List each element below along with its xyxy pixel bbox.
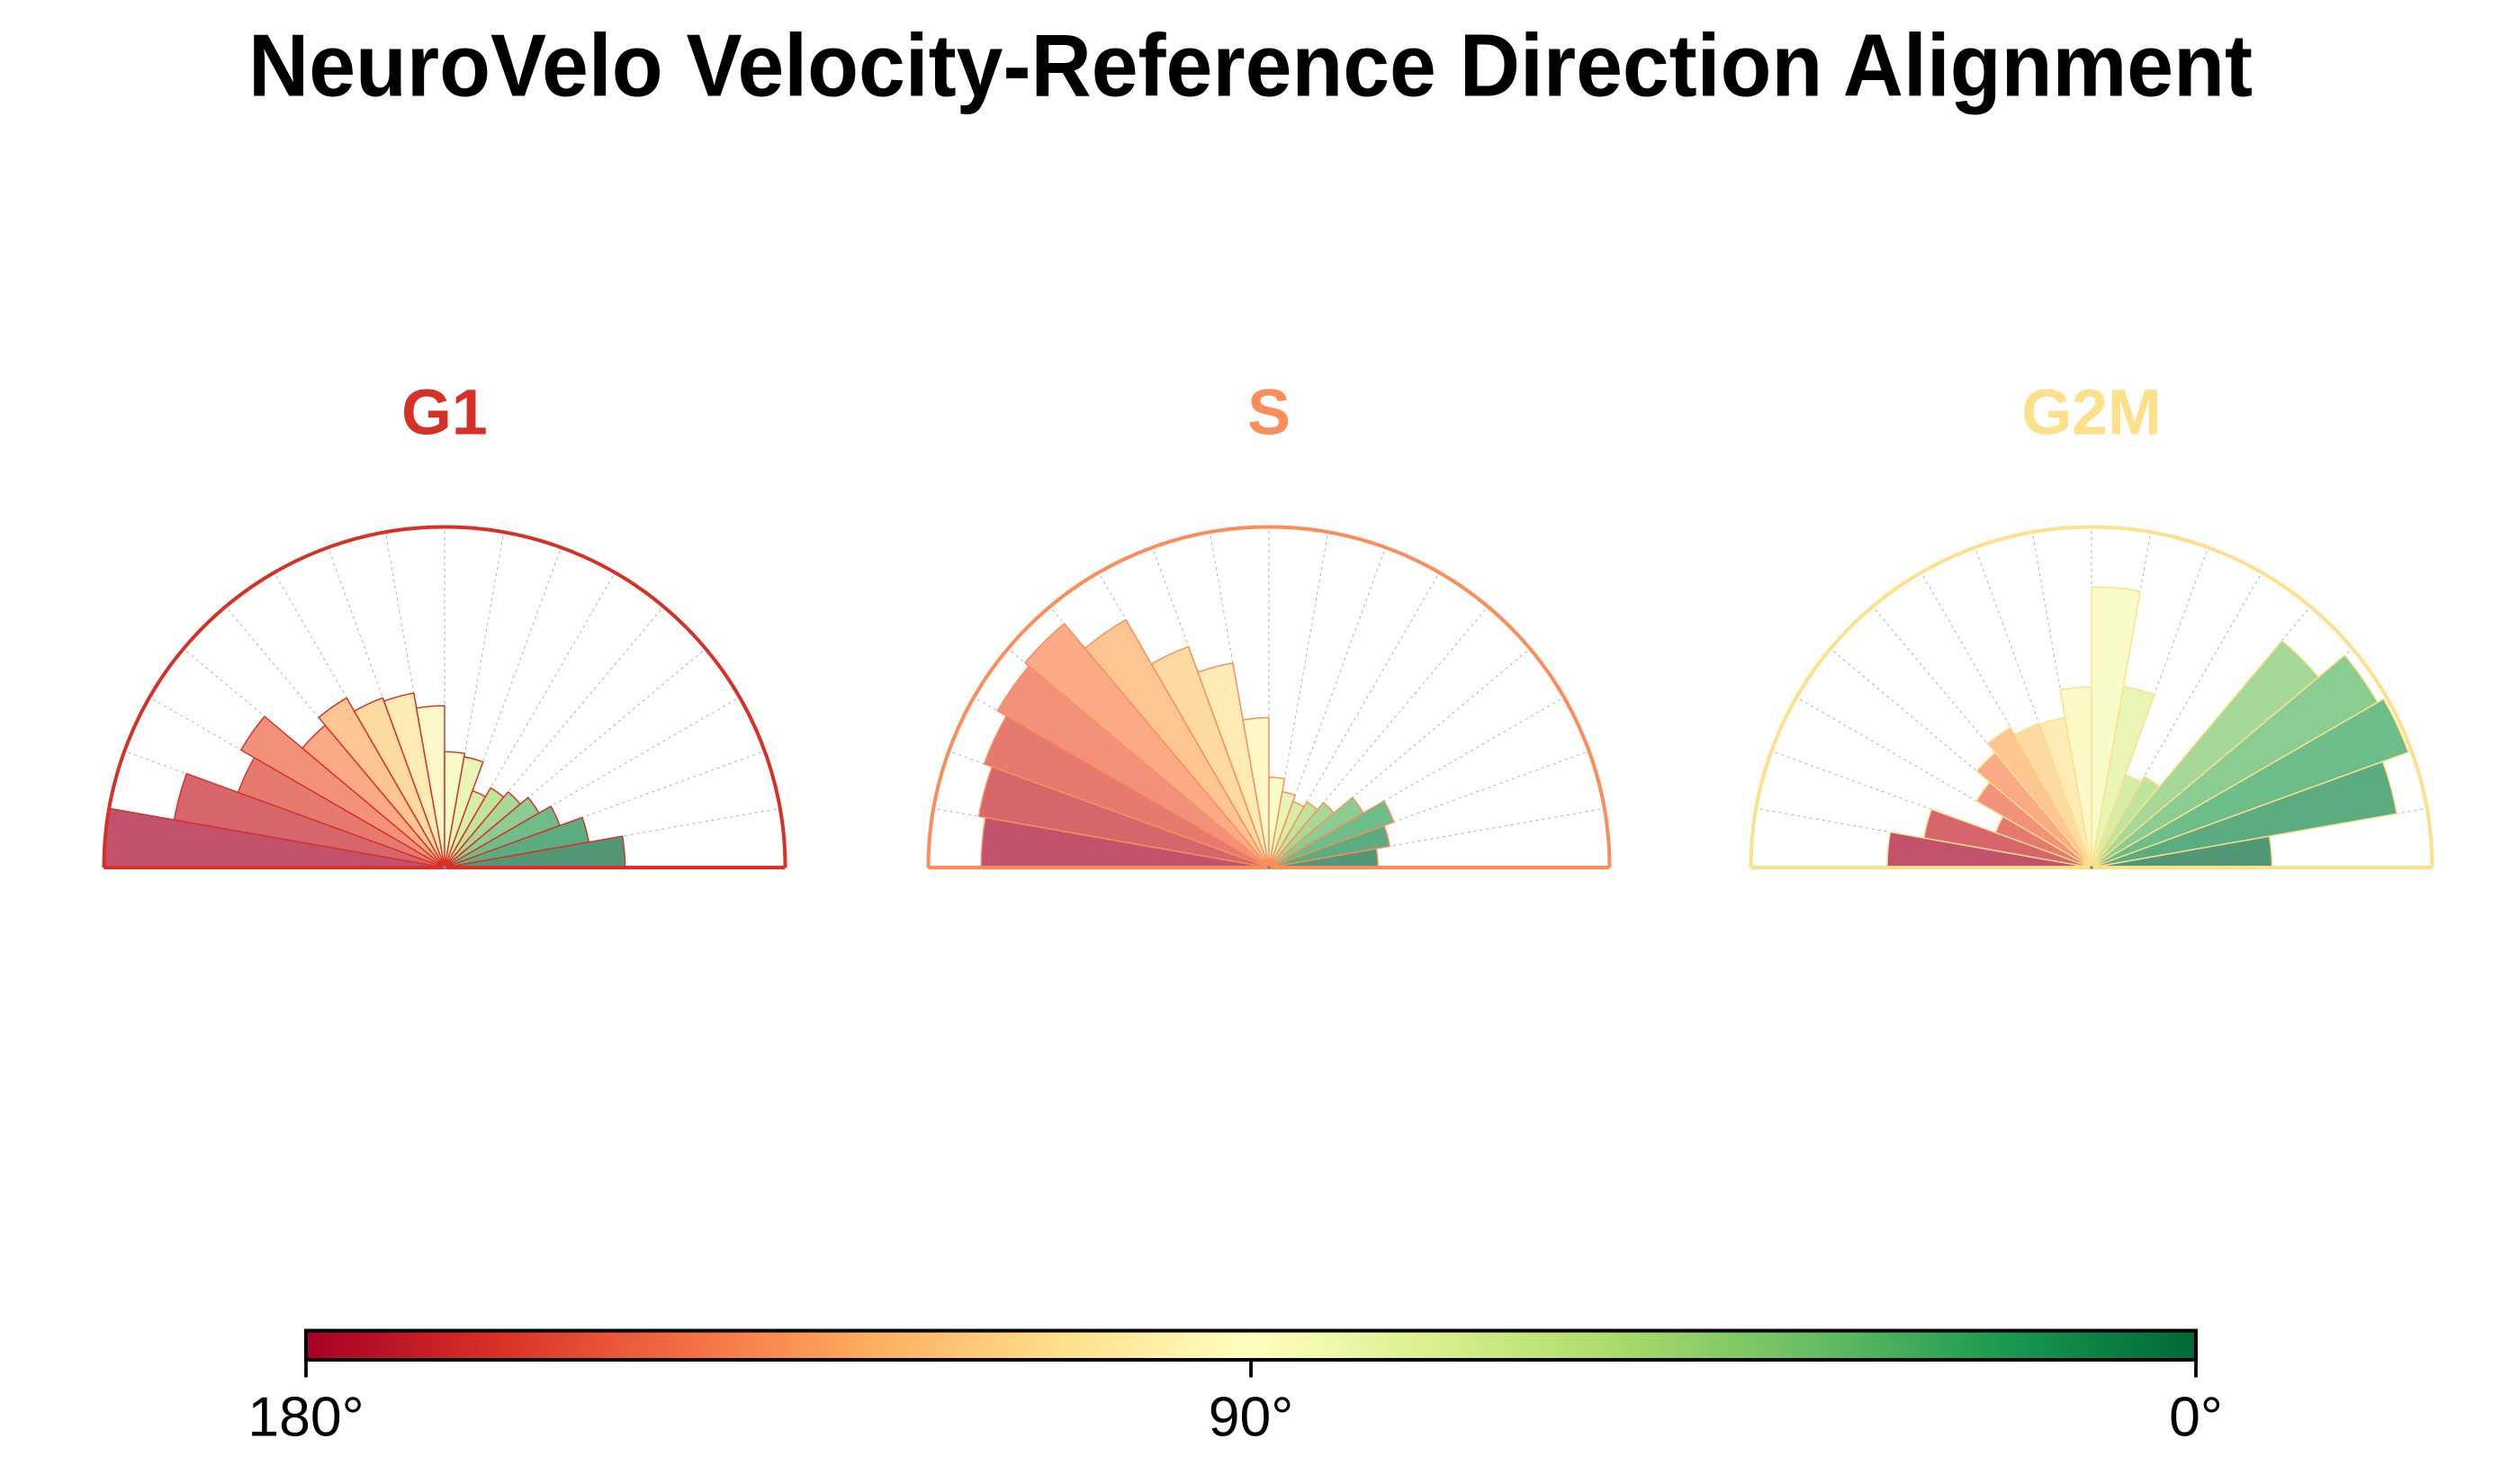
svg-text:NeuroVelo Velocity-Reference D: NeuroVelo Velocity-Reference Direction A…: [248, 16, 2253, 115]
svg-text:G1: G1: [401, 377, 488, 449]
svg-text:S: S: [1247, 377, 1291, 449]
svg-text:0°: 0°: [2169, 1385, 2223, 1448]
svg-text:90°: 90°: [1209, 1385, 1294, 1448]
svg-text:180°: 180°: [247, 1385, 364, 1448]
svg-text:G2M: G2M: [2021, 377, 2161, 449]
